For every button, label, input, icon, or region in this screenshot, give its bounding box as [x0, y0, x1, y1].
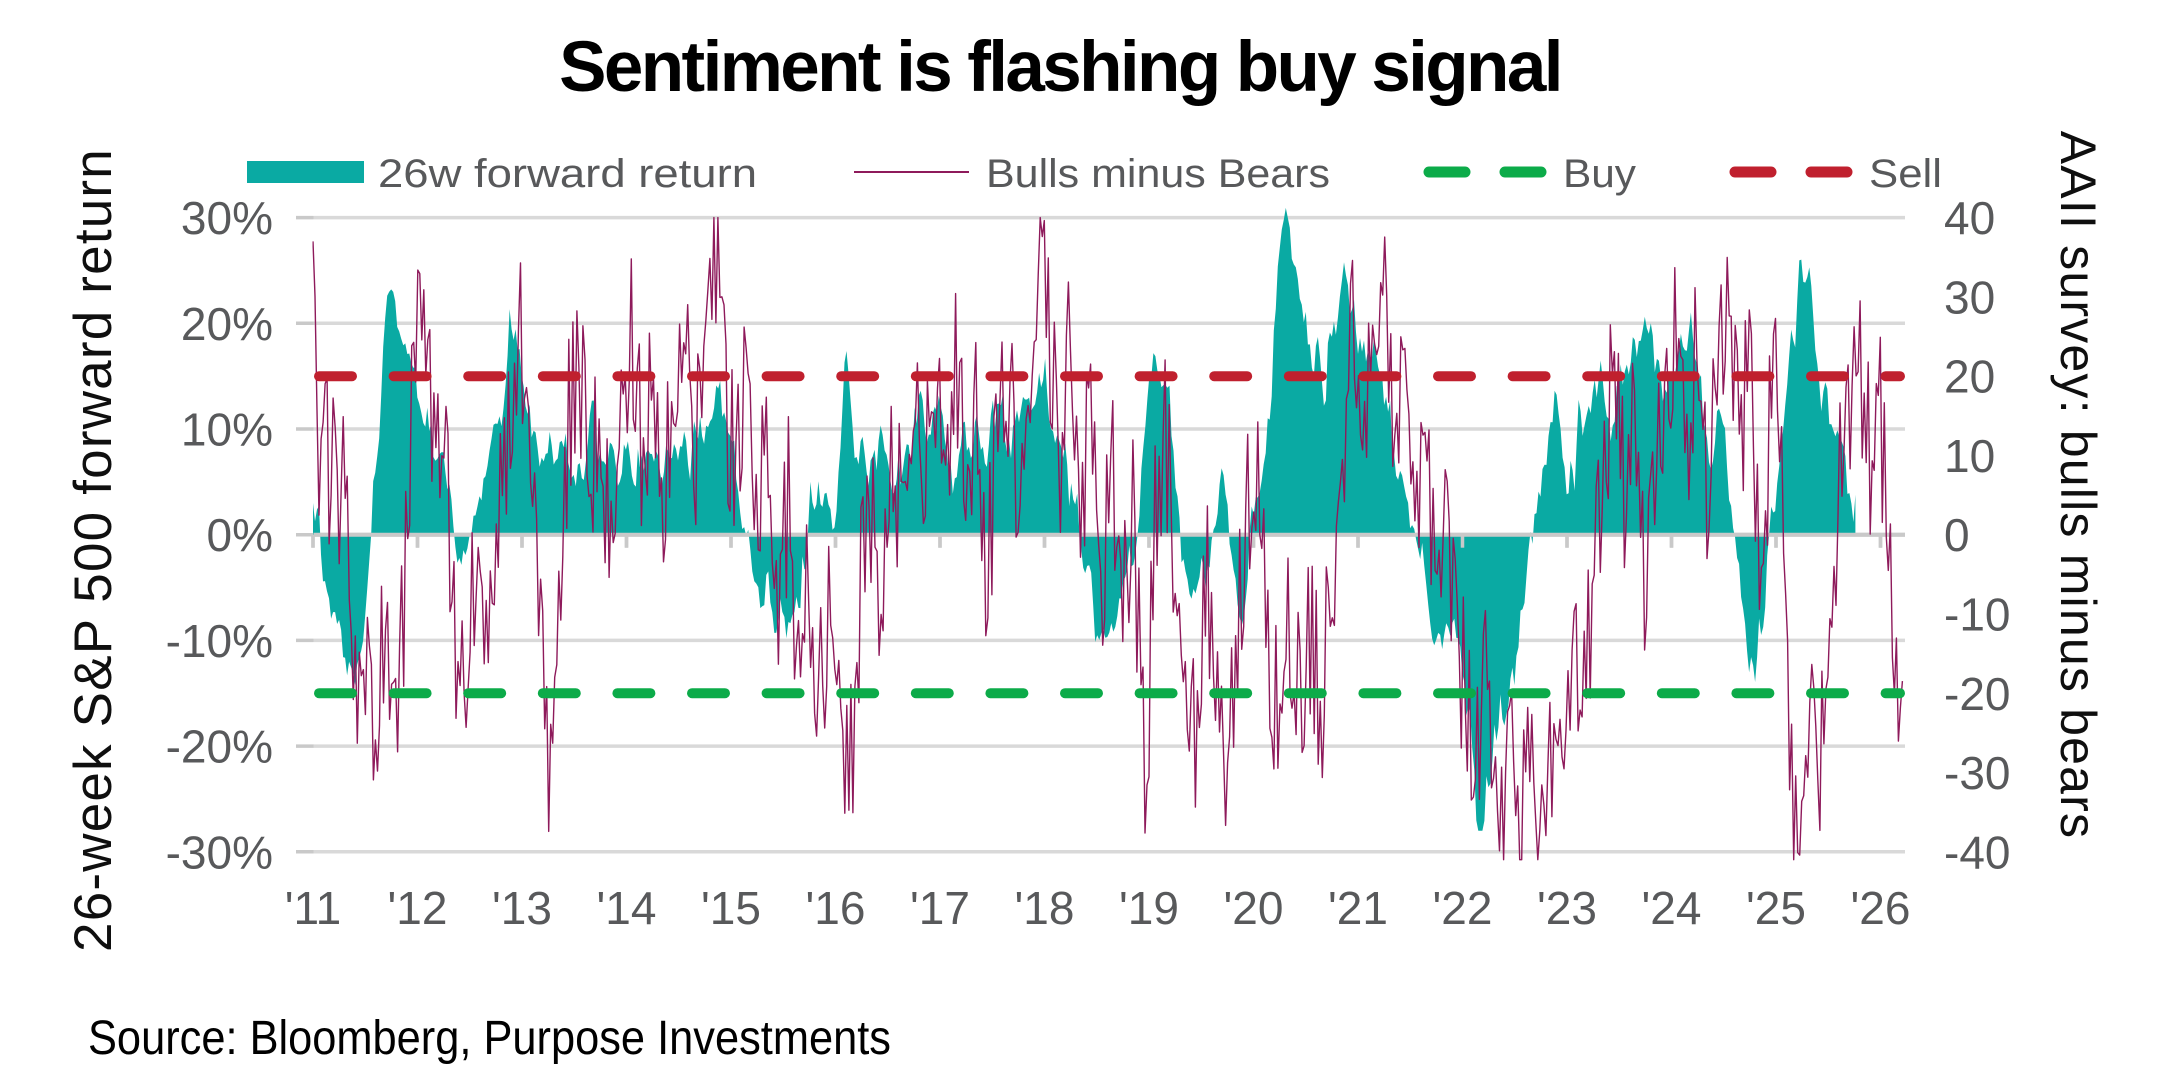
svg-text:'23: '23: [1537, 882, 1597, 934]
svg-text:0: 0: [1944, 509, 1970, 561]
svg-text:-20%: -20%: [166, 721, 273, 773]
svg-text:26-week S&P 500 forward return: 26-week S&P 500 forward return: [64, 148, 123, 952]
svg-text:'24: '24: [1642, 882, 1702, 934]
svg-text:'14: '14: [597, 882, 657, 934]
svg-text:Sell: Sell: [1869, 152, 1942, 196]
svg-text:-20: -20: [1944, 668, 2010, 720]
svg-text:Sentiment is flashing buy sign: Sentiment is flashing buy signal: [559, 28, 1561, 107]
svg-text:AAII survey: bulls minus bears: AAII survey: bulls minus bears: [2050, 131, 2106, 840]
svg-text:30: 30: [1944, 271, 1995, 323]
svg-text:'19: '19: [1119, 882, 1179, 934]
svg-text:Bulls minus Bears: Bulls minus Bears: [986, 152, 1330, 196]
svg-text:20: 20: [1944, 351, 1995, 403]
svg-text:'11: '11: [285, 882, 342, 934]
svg-text:'15: '15: [701, 882, 761, 934]
svg-text:40: 40: [1944, 192, 1995, 244]
svg-text:-40: -40: [1944, 826, 2010, 878]
svg-text:'13: '13: [492, 882, 552, 934]
svg-text:-10%: -10%: [166, 615, 273, 667]
svg-text:'12: '12: [388, 882, 448, 934]
svg-text:'16: '16: [806, 882, 866, 934]
svg-text:'20: '20: [1224, 882, 1284, 934]
svg-text:26w forward return: 26w forward return: [378, 152, 757, 196]
svg-text:30%: 30%: [181, 192, 273, 244]
svg-text:10%: 10%: [181, 404, 273, 456]
svg-text:Buy: Buy: [1563, 152, 1636, 196]
svg-text:20%: 20%: [181, 298, 273, 350]
svg-text:'25: '25: [1746, 882, 1806, 934]
svg-text:'17: '17: [910, 882, 970, 934]
svg-text:-10: -10: [1944, 589, 2010, 641]
svg-text:-30: -30: [1944, 747, 2010, 799]
svg-text:'18: '18: [1015, 882, 1075, 934]
svg-text:Source: Bloomberg, Purpose Inv: Source: Bloomberg, Purpose Investments: [88, 1012, 891, 1065]
svg-text:'22: '22: [1433, 882, 1493, 934]
svg-text:'21: '21: [1328, 882, 1388, 934]
svg-text:10: 10: [1944, 430, 1995, 482]
svg-text:-30%: -30%: [166, 826, 273, 878]
svg-text:'26: '26: [1851, 882, 1911, 934]
svg-text:0%: 0%: [207, 509, 273, 561]
